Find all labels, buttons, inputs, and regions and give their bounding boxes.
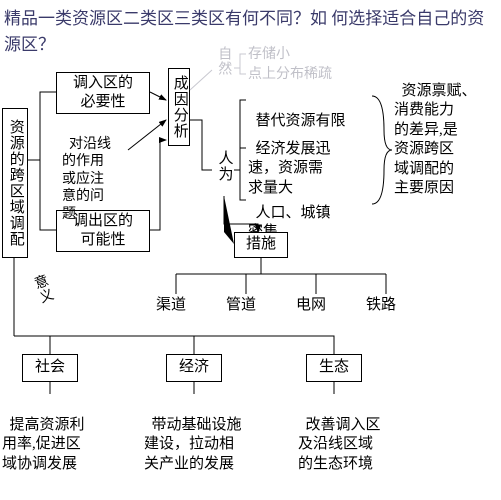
text-nature: 自然 [214, 46, 232, 90]
label-m3: 电网 [296, 297, 326, 313]
label-human: 人为 [217, 150, 233, 182]
text-m2: 管道 [226, 296, 256, 316]
text-economic: 带动基础设施 建设，拉动相 关产业的发展 [144, 396, 242, 474]
label-m2: 管道 [226, 297, 256, 313]
label-main-left: 资源的跨区域调配 [5, 119, 25, 247]
label-nat1: 存储小 [248, 47, 290, 62]
text-midnote: 对沿线 的作用 或应注 意的问 题 [62, 118, 126, 223]
box-main-left: 资源的跨区域调配 [2, 108, 28, 258]
box-cause: 成因分析 [168, 68, 190, 146]
text-right: 资源禀赋、 消费能力 的差异,是 资源跨区 域调配的 主要原因 [394, 62, 477, 199]
label-nat2: 点上分布稀疏 [248, 67, 332, 82]
box-necessity: 调入区的 必要性 [56, 72, 150, 114]
label-social: 社会 [35, 358, 65, 378]
text-ecological: 改善调入区 及沿线区域 的生态环境 [298, 396, 381, 474]
text-human: 人为 [214, 150, 234, 194]
text-social: 提高资源利 用率,促进区 域协调发展 [2, 396, 85, 474]
text-m3: 电网 [296, 296, 326, 316]
label-m4: 铁路 [366, 297, 396, 313]
label-m1: 渠道 [156, 297, 186, 313]
label-nature: 自然 [216, 46, 231, 76]
label-economic-text: 带动基础设施 建设，拉动相 关产业的发展 [144, 417, 242, 472]
label-economic: 经济 [179, 358, 209, 378]
text-m4: 铁路 [366, 296, 396, 316]
label-right: 资源禀赋、 消费能力 的差异,是 资源跨区 域调配的 主要原因 [394, 83, 477, 197]
label-social-text: 提高资源利 用率,促进区 域协调发展 [2, 417, 85, 472]
text-m1: 渠道 [156, 296, 186, 316]
title-line1: 精品一类资源区二类区三类区有何不同？如 [4, 9, 327, 28]
text-nature-sub1: 存储小 [248, 46, 290, 64]
label-ecological-text: 改善调入区 及沿线区域 的生态环境 [298, 417, 381, 472]
box-ecological: 生态 [306, 354, 362, 382]
label-measures: 措施 [246, 235, 276, 255]
label-necessity: 调入区的 必要性 [73, 74, 133, 113]
label-meaning: 意义 [30, 273, 54, 306]
label-midnote: 对沿线 的作用 或应注 意的问 题 [62, 137, 111, 222]
box-economic: 经济 [166, 354, 222, 382]
box-social: 社会 [22, 354, 78, 382]
text-nature-sub2: 点上分布稀疏 [248, 66, 332, 84]
label-cause: 成因分析 [169, 75, 189, 139]
box-measures: 措施 [234, 232, 288, 258]
text-meaning: 意义 [28, 272, 62, 323]
label-ecological: 生态 [319, 358, 349, 378]
